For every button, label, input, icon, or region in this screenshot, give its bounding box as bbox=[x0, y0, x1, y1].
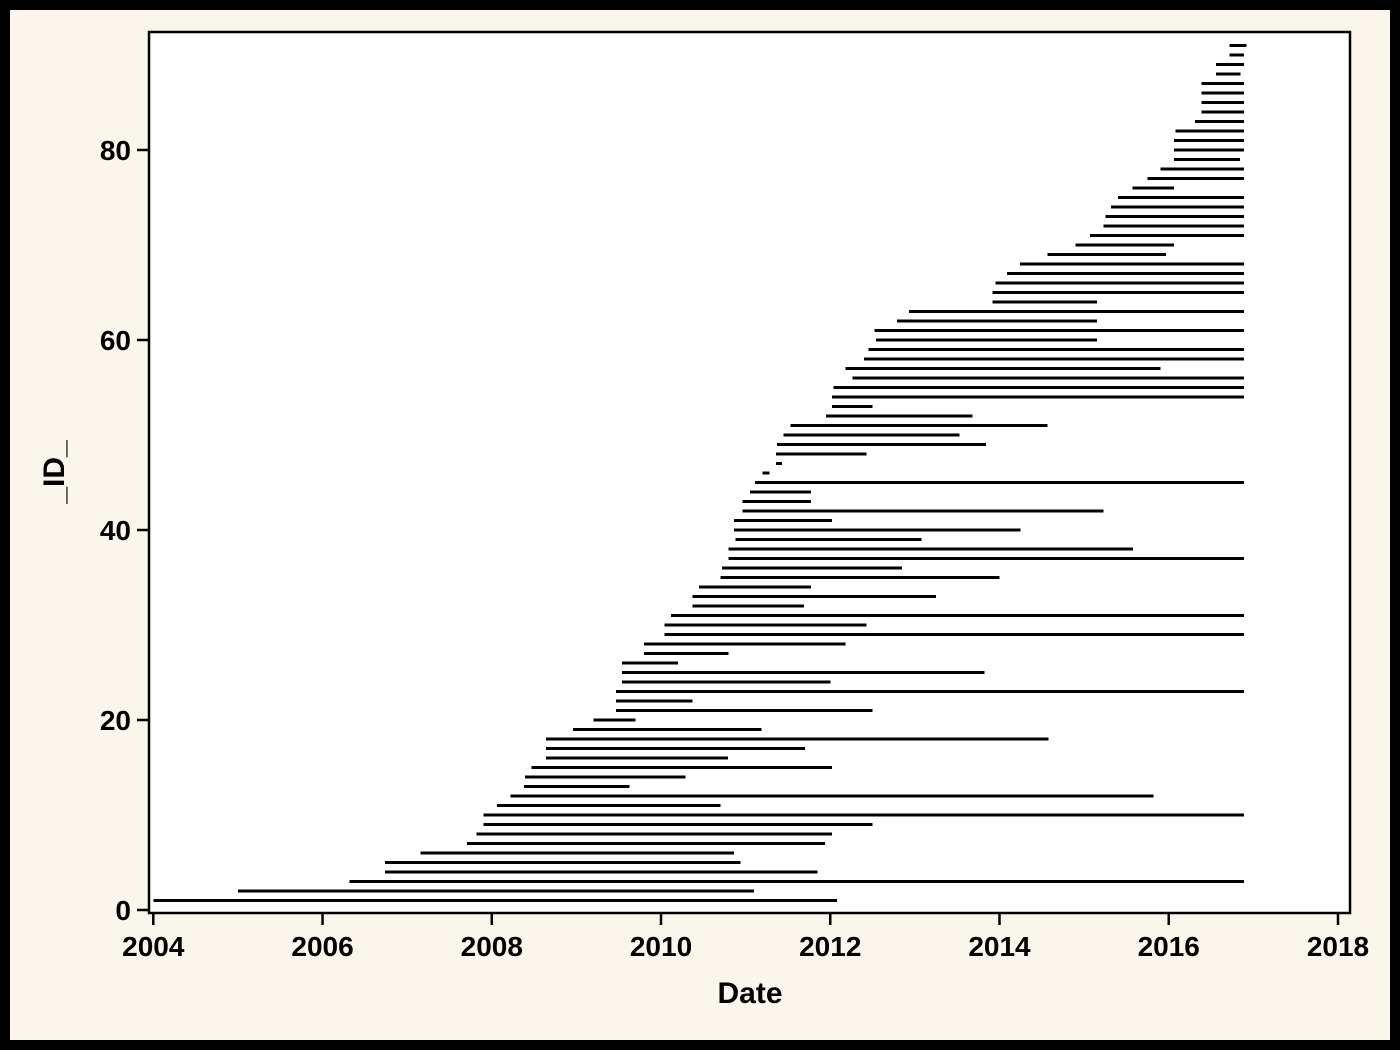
x-tick-label: 2018 bbox=[1307, 931, 1369, 962]
y-tick-label: 60 bbox=[100, 325, 131, 356]
y-axis-ticks: 0 20 40 60 80 bbox=[100, 135, 149, 926]
y-tick-label: 20 bbox=[100, 705, 131, 736]
x-tick-label: 2010 bbox=[630, 931, 692, 962]
y-tick-label: 80 bbox=[100, 135, 131, 166]
x-tick-label: 2008 bbox=[461, 931, 523, 962]
x-tick-label: 2016 bbox=[1138, 931, 1200, 962]
x-axis-ticks: 2004 2006 2008 2010 2012 2014 2016 2018 bbox=[122, 913, 1369, 962]
plot-area bbox=[147, 30, 1352, 915]
x-axis-title: Date bbox=[717, 977, 782, 1010]
x-tick-label: 2012 bbox=[799, 931, 861, 962]
y-axis-title: _ID_ bbox=[38, 440, 71, 505]
y-tick-label: 0 bbox=[115, 895, 131, 926]
chart-segments bbox=[153, 44, 1247, 902]
x-tick-label: 2006 bbox=[291, 931, 353, 962]
x-tick-label: 2004 bbox=[122, 931, 185, 962]
x-tick-label: 2014 bbox=[968, 931, 1031, 962]
y-tick-label: 40 bbox=[100, 515, 131, 546]
